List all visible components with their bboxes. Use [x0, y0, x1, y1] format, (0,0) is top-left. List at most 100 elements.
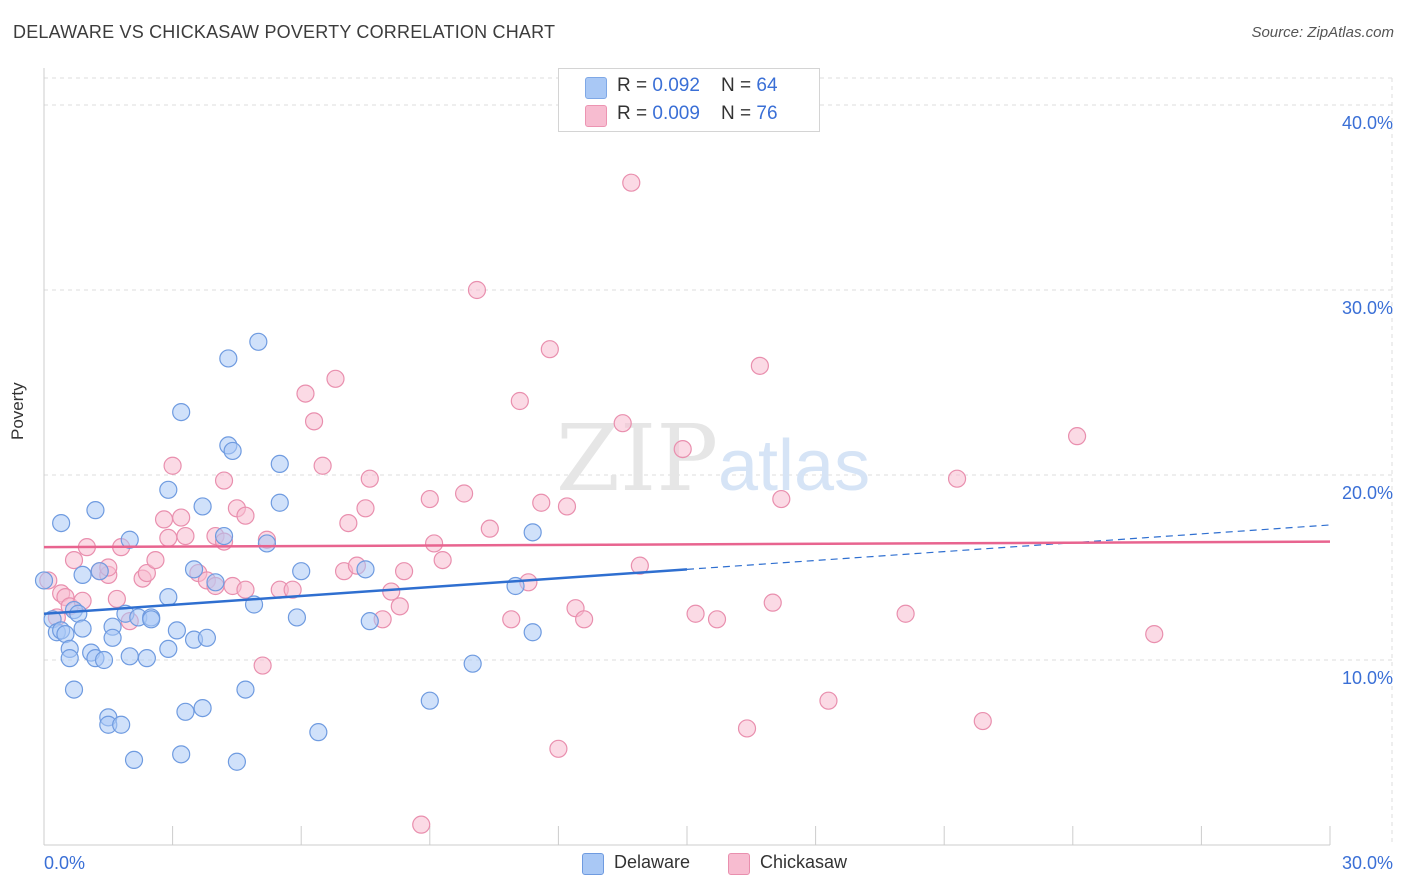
delaware-point — [287, 608, 307, 627]
chickasaw-point — [390, 597, 409, 616]
chickasaw-point — [412, 815, 431, 834]
legend-swatch-chickasaw — [585, 105, 607, 127]
delaware-point — [137, 649, 156, 668]
delaware-point — [257, 534, 277, 553]
chickasaw-point — [394, 562, 414, 581]
source-label: Source: ZipAtlas.com — [1251, 24, 1394, 41]
delaware-point — [270, 454, 289, 473]
chickasaw-point — [772, 489, 791, 509]
chickasaw-point — [750, 356, 769, 375]
n-value: 64 — [756, 75, 778, 96]
chickasaw-point — [283, 580, 302, 599]
delaware-trend-line — [43, 568, 688, 615]
chickasaw-point — [356, 499, 375, 518]
chickasaw-point — [326, 369, 345, 388]
r-label: R = — [617, 75, 653, 96]
chickasaw-point — [896, 604, 915, 623]
delaware-point — [206, 573, 225, 592]
watermark-zip: ZIP — [556, 405, 718, 512]
delaware-point — [52, 513, 71, 533]
chickasaw-point — [467, 280, 487, 300]
chickasaw-point — [176, 526, 195, 546]
chickasaw-point — [532, 493, 551, 512]
chickasaw-point — [64, 550, 84, 570]
chickasaw-point — [137, 563, 156, 583]
delaware-point — [90, 562, 109, 581]
delaware-point — [236, 680, 255, 699]
r-label: R = — [617, 103, 653, 124]
chickasaw-point — [540, 340, 559, 359]
delaware-point — [523, 523, 542, 542]
x-tick-label-min: 0.0% — [44, 853, 85, 873]
chickasaw-point — [433, 550, 452, 570]
chickasaw-point — [107, 589, 126, 609]
axes — [43, 68, 1331, 846]
delaware-points — [34, 332, 542, 771]
bottom-legend-swatch-chickasaw — [728, 853, 750, 875]
trend-lines — [43, 524, 1331, 615]
chickasaw-point — [502, 610, 521, 629]
delaware-point — [142, 610, 161, 629]
chickasaw-point — [510, 391, 529, 411]
delaware-point — [159, 639, 178, 659]
bottom-legend-label-delaware: Delaware — [614, 852, 691, 872]
chickasaw-point — [630, 556, 649, 575]
delaware-point — [360, 612, 379, 631]
chickasaw-point — [613, 414, 632, 433]
bottom-legend-swatch-delaware — [582, 853, 604, 875]
delaware-point — [463, 654, 482, 673]
delaware-point — [214, 526, 234, 546]
chickasaw-point — [313, 456, 332, 475]
delaware-point — [112, 715, 131, 734]
chickasaw-trend-line — [43, 540, 1331, 549]
delaware-point — [60, 649, 79, 668]
chickasaw-point — [622, 173, 641, 192]
delaware-point — [197, 628, 216, 647]
delaware-point — [159, 587, 178, 607]
chickasaw-point — [253, 656, 272, 675]
delaware-point — [103, 628, 122, 647]
chart-title: DELAWARE VS CHICKASAW POVERTY CORRELATIO… — [13, 22, 556, 42]
chickasaw-point — [360, 469, 379, 488]
n-value: 76 — [756, 103, 778, 124]
delaware-point — [176, 702, 195, 721]
delaware-point — [356, 560, 375, 579]
chickasaw-point — [454, 484, 474, 503]
delaware-point — [73, 565, 92, 585]
delaware-point — [219, 349, 238, 368]
chickasaw-point — [819, 691, 838, 710]
delaware-point — [420, 691, 439, 710]
chickasaw-point — [673, 440, 692, 459]
chickasaw-point — [1067, 427, 1087, 446]
x-tick-labels: 0.0% 30.0% — [44, 853, 1393, 873]
y-tick-label: 20.0% — [1342, 483, 1393, 503]
delaware-point — [249, 332, 268, 351]
chickasaw-points — [39, 173, 1164, 834]
chickasaw-point — [159, 528, 178, 548]
r-value: 0.092 — [652, 75, 700, 96]
chickasaw-point — [1145, 624, 1164, 644]
correlation-legend: R = 0.092 N = 64 R = 0.009 N = 76 — [558, 68, 820, 132]
chickasaw-point — [236, 506, 255, 525]
delaware-trend-line-extension — [686, 524, 1331, 570]
x-tick-label-max: 30.0% — [1342, 853, 1393, 873]
delaware-point — [120, 530, 139, 549]
watermark: ZIP atlas — [556, 405, 870, 512]
chickasaw-point — [382, 582, 401, 601]
chickasaw-point — [304, 412, 324, 431]
delaware-point — [172, 403, 191, 422]
chickasaw-point — [686, 604, 705, 623]
delaware-point — [86, 501, 105, 520]
delaware-point — [223, 441, 242, 461]
chickasaw-point — [480, 519, 499, 538]
delaware-point — [159, 480, 178, 499]
chickasaw-point — [214, 471, 234, 490]
bottom-legend-label-chickasaw: Chickasaw — [760, 852, 848, 872]
delaware-point — [309, 723, 328, 742]
chickasaw-point — [947, 469, 967, 488]
y-tick-labels: 10.0% 20.0% 30.0% 40.0% — [1342, 113, 1393, 688]
chickasaw-point — [763, 593, 782, 612]
delaware-point — [64, 680, 84, 699]
chickasaw-point — [557, 497, 577, 516]
delaware-point — [193, 698, 212, 718]
